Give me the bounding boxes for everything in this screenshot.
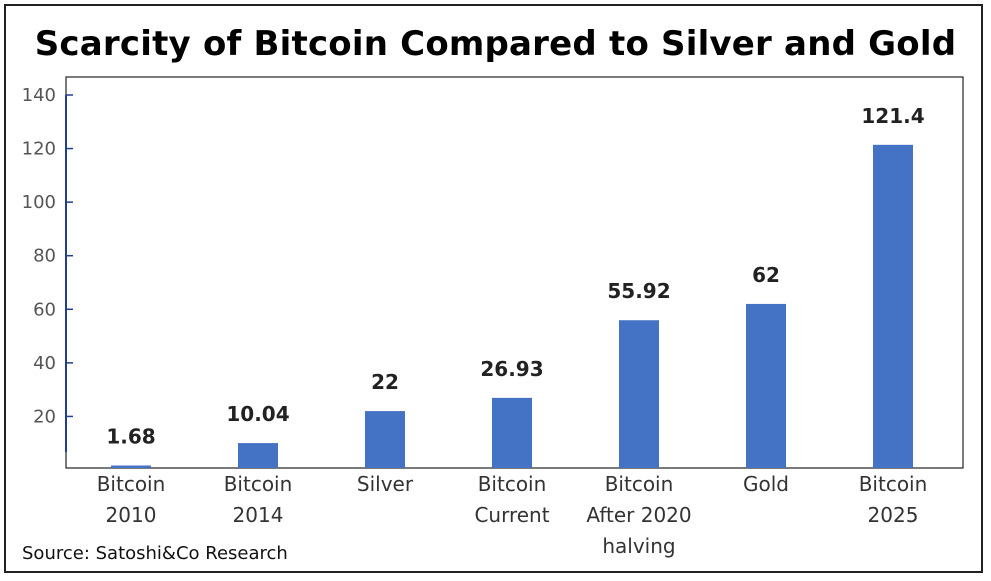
plot-area: 20 40 60 80 100 120 140 1.68 Bitcoin 2010 10.04 Bit…: [22, 76, 964, 558]
bar: [873, 144, 913, 469]
category-label: halving: [602, 534, 675, 558]
data-label: 55.92: [607, 279, 670, 303]
category-label: 2025: [868, 503, 919, 527]
data-label: 62: [752, 263, 780, 287]
bar: [746, 303, 786, 468]
bar: [111, 465, 151, 468]
y-tick-label: 80: [33, 246, 56, 267]
chart-frame: [4, 4, 983, 573]
y-tick-label: 20: [33, 406, 56, 427]
category-label: Bitcoin: [478, 472, 547, 496]
category-label: Silver: [357, 472, 414, 496]
data-label: 22: [371, 370, 399, 394]
category-label: Gold: [743, 472, 789, 496]
y-tick-label: 60: [33, 299, 56, 320]
category-label: After 2020: [586, 503, 691, 527]
bar: [238, 443, 278, 468]
category-label: Bitcoin: [859, 472, 928, 496]
category-label: Bitcoin: [97, 472, 166, 496]
y-tick-label: 140: [22, 85, 56, 106]
chart-title: Scarcity of Bitcoin Compared to Silver a…: [34, 24, 957, 64]
data-label: 1.68: [106, 425, 155, 449]
source-note: Source: Satoshi&Co Research: [22, 543, 288, 564]
category-label: Bitcoin: [605, 472, 674, 496]
category-label: 2014: [233, 503, 284, 527]
data-label: 121.4: [861, 104, 924, 128]
data-label: 26.93: [480, 357, 543, 381]
bar: [365, 411, 405, 468]
category-label: 2010: [106, 503, 157, 527]
bar: [492, 397, 532, 468]
category-label: Bitcoin: [224, 472, 293, 496]
category-label: Current: [474, 503, 549, 527]
y-tick-label: 100: [22, 192, 56, 213]
data-label: 10.04: [226, 402, 289, 426]
bar: [619, 320, 659, 468]
y-tick-label: 120: [22, 139, 56, 160]
y-tick-label: 40: [33, 353, 56, 374]
